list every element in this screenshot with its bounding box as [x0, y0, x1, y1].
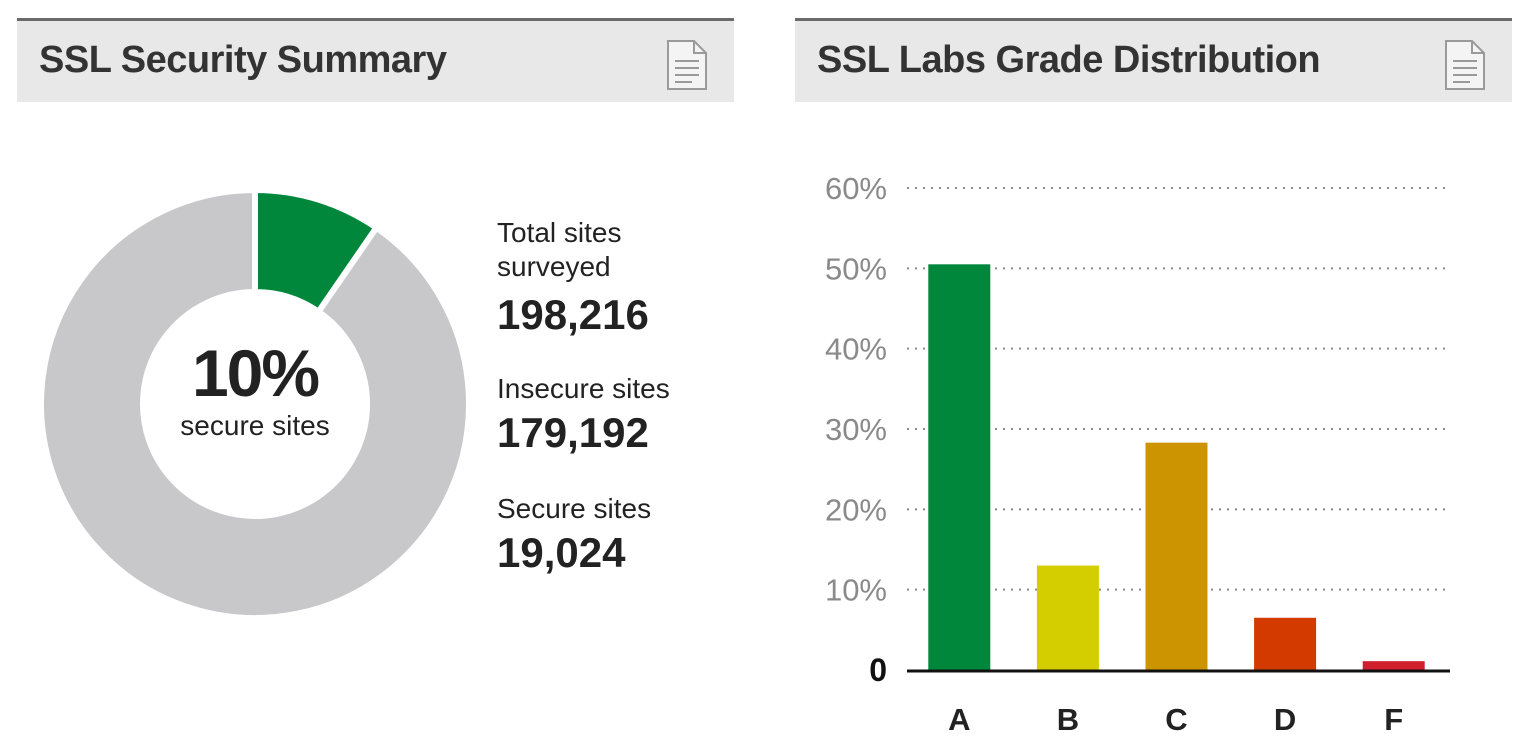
y-tick-label: 20% [825, 492, 887, 527]
document-icon[interactable] [664, 39, 708, 91]
y-tick-label: 10% [825, 573, 887, 608]
y-tick-label: 40% [825, 332, 887, 367]
document-icon[interactable] [1442, 39, 1486, 91]
secure-sites-label: Secure sites [497, 493, 652, 524]
y-tick-label: 50% [825, 251, 887, 286]
x-tick-label: F [1384, 702, 1403, 737]
x-tick-label: C [1165, 702, 1187, 737]
x-tick-label: A [948, 702, 970, 737]
insecure-sites-label: Insecure sites [497, 373, 670, 404]
y-tick-label: 60% [825, 171, 887, 206]
distribution-panel-title: SSL Labs Grade Distribution [817, 39, 1321, 81]
insecure-sites-value: 179,192 [497, 409, 649, 456]
bar-b [1036, 565, 1099, 670]
bar-d [1254, 617, 1317, 670]
x-tick-label: B [1057, 702, 1079, 737]
bar-a [928, 264, 991, 670]
secure-sites-value: 19,024 [497, 529, 626, 576]
donut-center-value: 10% [191, 336, 320, 410]
grade-distribution-bar-chart: 0 10% 20% 30% 40% 50% 60% A B C D F [825, 171, 1450, 737]
total-sites-value: 198,216 [497, 291, 649, 338]
secure-sites-donut-chart [38, 186, 472, 621]
bar-c [1145, 442, 1208, 670]
summary-panel-title: SSL Security Summary [39, 39, 447, 81]
x-tick-label: D [1274, 702, 1296, 737]
bar-f [1362, 661, 1425, 670]
distribution-panel-header: SSL Labs Grade Distribution [795, 18, 1512, 102]
donut-slice-insecure-sites [38, 186, 472, 621]
insecure-sites-stat: Insecure sites 179,192 [497, 372, 670, 458]
secure-sites-stat: Secure sites 19,024 [497, 492, 651, 578]
donut-center-label: secure sites [180, 410, 330, 441]
total-sites-label: Total sites surveyed [497, 217, 622, 282]
total-sites-stat: Total sites surveyed 198,216 [497, 216, 649, 340]
y-tick-label: 0 [869, 652, 887, 688]
summary-panel-header: SSL Security Summary [17, 18, 734, 102]
y-tick-label: 30% [825, 412, 887, 447]
